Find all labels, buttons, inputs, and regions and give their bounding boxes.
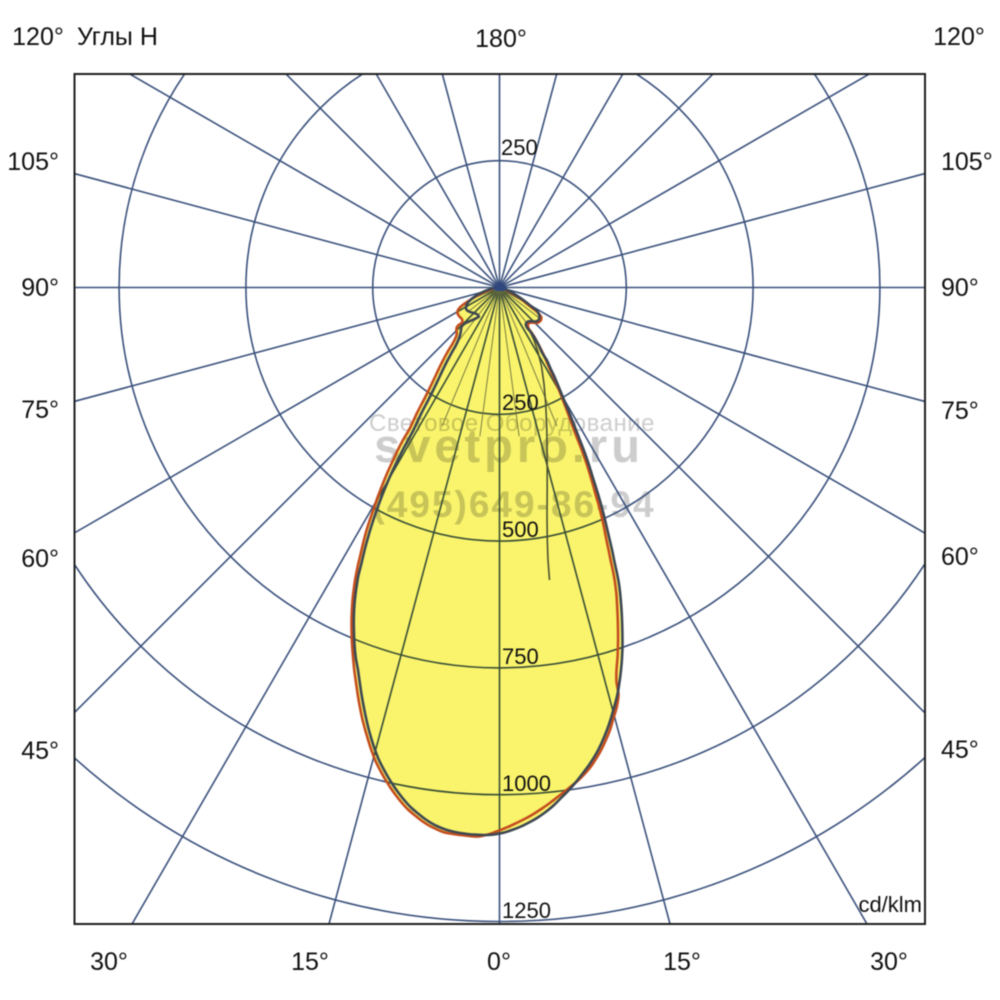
- svg-text:105°: 105°: [7, 148, 59, 176]
- svg-text:750: 750: [502, 644, 539, 669]
- svg-text:250: 250: [502, 390, 539, 415]
- svg-text:60°: 60°: [941, 543, 979, 571]
- svg-text:250: 250: [501, 135, 538, 160]
- svg-text:45°: 45°: [21, 737, 59, 765]
- svg-text:500: 500: [502, 517, 539, 542]
- svg-text:90°: 90°: [21, 274, 59, 302]
- svg-text:120°: 120°: [12, 23, 64, 51]
- svg-text:1000: 1000: [502, 771, 551, 796]
- svg-text:1250: 1250: [502, 898, 551, 923]
- svg-text:90°: 90°: [941, 274, 979, 302]
- svg-text:Углы H: Углы H: [77, 23, 158, 51]
- svg-text:15°: 15°: [663, 948, 701, 976]
- svg-text:75°: 75°: [21, 396, 59, 424]
- svg-text:75°: 75°: [941, 397, 979, 425]
- svg-text:60°: 60°: [21, 545, 59, 573]
- svg-text:30°: 30°: [90, 948, 128, 976]
- svg-text:15°: 15°: [291, 948, 329, 976]
- svg-text:120°: 120°: [933, 23, 985, 51]
- svg-text:45°: 45°: [941, 736, 979, 764]
- svg-text:30°: 30°: [870, 948, 908, 976]
- svg-text:180°: 180°: [475, 25, 527, 53]
- svg-text:105°: 105°: [941, 148, 993, 176]
- svg-text:cd/klm: cd/klm: [858, 892, 922, 917]
- svg-text:0°: 0°: [487, 948, 511, 976]
